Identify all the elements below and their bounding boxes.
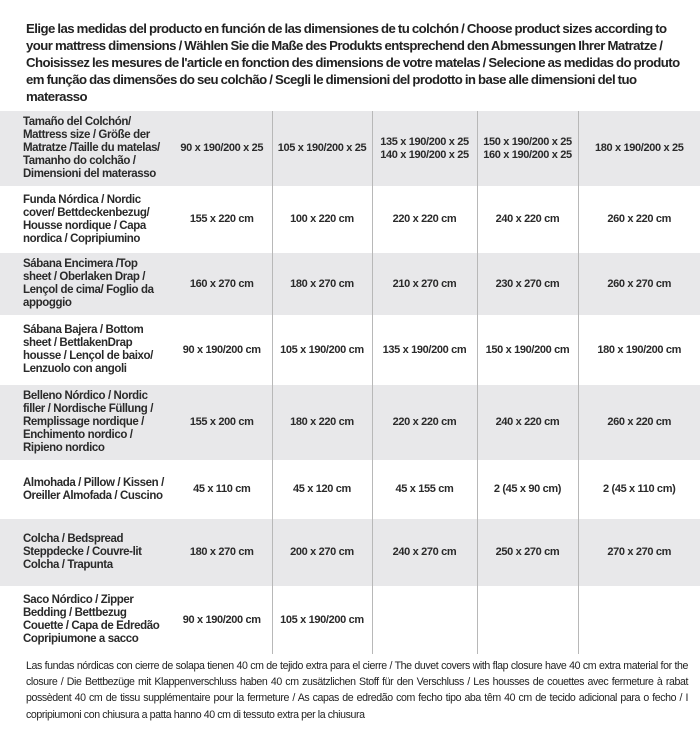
- size-cell: 220 x 220 cm: [371, 186, 477, 253]
- size-cell: 240 x 270 cm: [371, 519, 477, 586]
- size-cell: [577, 586, 700, 654]
- size-cell: 240 x 220 cm: [476, 186, 578, 253]
- table-row: Colcha / Bedspread Steppdecke / Couvre-l…: [0, 519, 700, 586]
- size-cell: 105 x 190/200 cm: [271, 586, 372, 654]
- header-size: 135 x 190/200 x 25: [380, 135, 469, 148]
- size-cell: 240 x 220 cm: [476, 385, 578, 460]
- size-cell: 90 x 190/200 cm: [182, 613, 261, 626]
- header-col-4: 150 x 190/200 x 25 160 x 190/200 x 25: [476, 111, 578, 186]
- size-cell: 45 x 120 cm: [271, 460, 372, 519]
- size-cell: 270 x 270 cm: [577, 519, 700, 586]
- size-cell: 155 x 220 cm: [189, 213, 254, 225]
- size-cell: [371, 586, 477, 654]
- size-cell: 2 (45 x 110 cm): [577, 460, 700, 519]
- row-label: Sábana Encimera /Top sheet / Oberlaken D…: [0, 253, 172, 315]
- header-label: Tamaño del Colchón/ Mattress size / Größ…: [0, 111, 172, 186]
- size-cell: 2 (45 x 90 cm): [476, 460, 578, 519]
- size-cell: 105 x 190/200 cm: [271, 315, 372, 385]
- row-label: Almohada / Pillow / Kissen / Oreiller Al…: [23, 476, 164, 502]
- size-cell: 260 x 220 cm: [577, 385, 700, 460]
- size-cell: 150 x 190/200 cm: [476, 315, 578, 385]
- size-cell: 220 x 220 cm: [371, 385, 477, 460]
- row-label: Sábana Bajera / Bottom sheet / Bettlaken…: [23, 324, 153, 375]
- row-label: Belleno Nórdico / Nordic filler / Nordis…: [0, 385, 172, 460]
- table-row: Sábana Encimera /Top sheet / Oberlaken D…: [0, 253, 700, 315]
- size-cell: 180 x 270 cm: [271, 253, 372, 315]
- header-size: 105 x 190/200 x 25: [277, 142, 367, 154]
- size-cell: 45 x 155 cm: [371, 460, 477, 519]
- header-size: 180 x 190/200 x 25: [594, 142, 684, 154]
- intro-text: Elige las medidas del producto en funció…: [26, 21, 680, 104]
- size-table: Tamaño del Colchón/ Mattress size / Größ…: [0, 111, 700, 654]
- header-row: Tamaño del Colchón/ Mattress size / Größ…: [0, 111, 700, 186]
- header-col-3: 135 x 190/200 x 25 140 x 190/200 x 25: [371, 111, 477, 186]
- row-label: Funda Nórdica / Nordic cover/ Bettdecken…: [23, 193, 150, 245]
- size-cell: 160 x 270 cm: [172, 253, 272, 315]
- table-row: Almohada / Pillow / Kissen / Oreiller Al…: [0, 460, 700, 519]
- size-cell: 230 x 270 cm: [476, 253, 578, 315]
- footnote: Las fundas nórdicas con cierre de solapa…: [26, 660, 688, 721]
- table-row: Belleno Nórdico / Nordic filler / Nordis…: [0, 385, 700, 460]
- header-size: 140 x 190/200 x 25: [380, 148, 469, 161]
- size-cell: [476, 586, 578, 654]
- row-label: Colcha / Bedspread Steppdecke / Couvre-l…: [0, 519, 172, 586]
- header-col-1: 90 x 190/200 x 25: [172, 111, 272, 186]
- table-row: Funda Nórdica / Nordic cover/ Bettdecken…: [0, 186, 700, 253]
- size-cell: 200 x 270 cm: [271, 519, 372, 586]
- row-label: Saco Nórdico / Zipper Bedding / Bettbezu…: [23, 594, 160, 645]
- size-cell: 155 x 200 cm: [172, 385, 272, 460]
- size-cell: 210 x 270 cm: [371, 253, 477, 315]
- header-size: 90 x 190/200 x 25: [180, 142, 264, 154]
- size-cell: 180 x 270 cm: [172, 519, 272, 586]
- size-cell: 100 x 220 cm: [271, 186, 372, 253]
- size-cell: 90 x 190/200 cm: [182, 343, 261, 356]
- size-cell: 135 x 190/200 cm: [371, 315, 477, 385]
- header-col-2: 105 x 190/200 x 25: [271, 111, 372, 186]
- size-cell: 250 x 270 cm: [476, 519, 578, 586]
- header-col-5: 180 x 190/200 x 25: [577, 111, 700, 186]
- size-cell: 180 x 220 cm: [271, 385, 372, 460]
- size-cell: 180 x 190/200 cm: [577, 315, 700, 385]
- header-size: 160 x 190/200 x 25: [483, 148, 572, 161]
- size-cell: 45 x 110 cm: [193, 483, 251, 495]
- size-cell: 260 x 220 cm: [577, 186, 700, 253]
- table-row: Sábana Bajera / Bottom sheet / Bettlaken…: [0, 315, 700, 385]
- header-size: 150 x 190/200 x 25: [483, 135, 572, 148]
- size-cell: 260 x 270 cm: [577, 253, 700, 315]
- table-row: Saco Nórdico / Zipper Bedding / Bettbezu…: [0, 586, 700, 654]
